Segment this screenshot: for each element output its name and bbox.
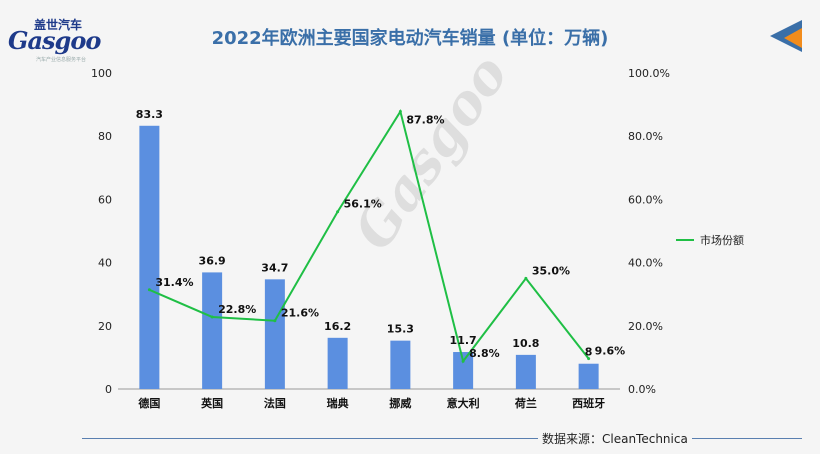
y-right-tick-label: 60.0%	[628, 193, 663, 206]
legend-label: 市场份额	[700, 234, 744, 247]
bar	[453, 352, 474, 389]
x-tick-label: 德国	[137, 396, 160, 410]
bar-value-label: 16.2	[324, 320, 351, 333]
line-value-label: 56.1%	[344, 198, 382, 211]
x-tick-label: 荷兰	[514, 396, 537, 410]
x-tick-label: 瑞典	[327, 396, 349, 410]
bar	[202, 272, 223, 389]
logo-top-text: 盖世汽车	[34, 18, 83, 32]
y-left-tick-label: 20	[98, 320, 112, 333]
line-value-label: 9.6%	[595, 345, 626, 358]
bar	[264, 279, 285, 389]
market-share-line	[148, 109, 590, 364]
gasgoo-logo: 盖世汽车 Gasgoo 汽车产业信息服务平台	[4, 16, 101, 63]
line-value-label: 31.4%	[155, 276, 193, 289]
logo-sub-text: 汽车产业信息服务平台	[36, 57, 87, 63]
source-text: 数据来源：CleanTechnica	[538, 430, 692, 447]
bar-value-label: 36.9	[199, 254, 226, 267]
y-right-tick-label: 80.0%	[628, 130, 663, 143]
line-value-label: 21.6%	[281, 307, 319, 320]
bar-value-label: 34.7	[261, 261, 288, 274]
line-point	[273, 319, 277, 323]
bar-value-label: 8	[585, 346, 593, 359]
line-point	[210, 315, 214, 319]
line-point	[587, 357, 591, 361]
line-value-label: 22.8%	[218, 303, 256, 316]
legend-line-swatch	[676, 239, 694, 241]
chart-title: 2022年欧洲主要国家电动汽车销量 (单位：万辆)	[211, 28, 609, 49]
bar-value-label: 11.7	[450, 334, 477, 347]
x-tick-label: 意大利	[447, 396, 480, 410]
bar-value-label: 83.3	[136, 108, 163, 121]
y-right-tick-label: 40.0%	[628, 257, 663, 270]
line-point	[461, 359, 465, 363]
legend: 市场份额	[676, 232, 744, 248]
line-value-label: 87.8%	[406, 114, 444, 127]
y-left-tick-label: 80	[98, 130, 112, 143]
y-left-tick-label: 0	[105, 383, 112, 396]
logo-main-text: Gasgoo	[8, 26, 101, 55]
y-right-tick-label: 100.0%	[628, 67, 670, 80]
bar-value-label: 10.8	[512, 337, 539, 350]
bar	[327, 337, 348, 389]
back-arrow-icon[interactable]	[768, 18, 804, 54]
y-left-tick-label: 60	[98, 193, 112, 206]
line-value-label: 35.0%	[532, 264, 570, 277]
y-left-tick-label: 40	[98, 257, 112, 270]
line-point	[524, 276, 528, 280]
x-tick-label: 法国	[264, 396, 286, 410]
line-point	[398, 110, 402, 114]
bar-value-label: 15.3	[387, 323, 414, 336]
x-tick-label: 西班牙	[572, 396, 605, 410]
line-point	[336, 210, 340, 214]
line-point	[147, 288, 151, 292]
line-value-label: 8.8%	[469, 347, 500, 360]
bar	[515, 354, 536, 389]
source-divider	[82, 438, 802, 439]
bar	[390, 340, 411, 389]
y-right-tick-label: 20.0%	[628, 320, 663, 333]
x-tick-label: 挪威	[389, 396, 411, 410]
y-right-tick-label: 0.0%	[628, 383, 656, 396]
bar	[139, 125, 160, 389]
y-left-tick-label: 100	[91, 67, 112, 80]
x-tick-label: 英国	[200, 396, 223, 410]
bar	[578, 363, 599, 389]
